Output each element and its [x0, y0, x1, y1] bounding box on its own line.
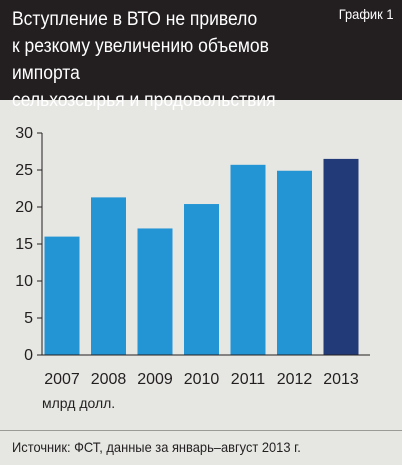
bar-2011 [230, 164, 266, 355]
y-tick-label: 30 [15, 125, 33, 142]
y-axis: 0 5 10 15 20 25 30 [15, 125, 43, 364]
y-tick-label: 25 [15, 162, 33, 179]
x-tick-label: 2010 [184, 371, 220, 388]
y-tick-label: 20 [15, 199, 33, 216]
bar-chart: 0 5 10 15 20 25 30 2007 2008 2009 2010 2011 2012 201… [15, 125, 370, 411]
y-tick-label: 0 [24, 347, 33, 364]
x-tick-label: 2008 [91, 371, 127, 388]
x-tick-label: 2007 [44, 371, 80, 388]
x-tick-label: 2012 [277, 371, 313, 388]
bar-2007 [44, 236, 80, 355]
x-axis: 2007 2008 2009 2010 2011 2012 2013 [42, 354, 370, 388]
bar-2012 [277, 170, 312, 355]
chart-title: Вступление в ВТО не привело к резкому ув… [12, 9, 276, 111]
y-tick-label: 5 [24, 310, 33, 327]
source-footer: Источник: ФСТ, данные за январь–август 2… [0, 430, 402, 465]
source-note: Источник: ФСТ, данные за январь–август 2… [12, 439, 301, 455]
chart-header: Вступление в ВТО не привело к резкому ув… [0, 0, 402, 111]
bars [44, 158, 359, 355]
bar-2008 [91, 197, 126, 355]
unit-label: млрд долл. [42, 395, 115, 411]
bar-2010 [184, 204, 219, 355]
x-tick-label: 2009 [137, 371, 173, 388]
x-tick-label: 2011 [231, 371, 266, 388]
bar-2009 [137, 228, 173, 355]
bar-2013 [323, 158, 359, 355]
x-tick-label: 2013 [323, 371, 359, 388]
y-tick-label: 15 [15, 236, 33, 253]
chart-number-badge: График 1 [339, 6, 394, 22]
y-tick-label: 10 [15, 273, 33, 290]
